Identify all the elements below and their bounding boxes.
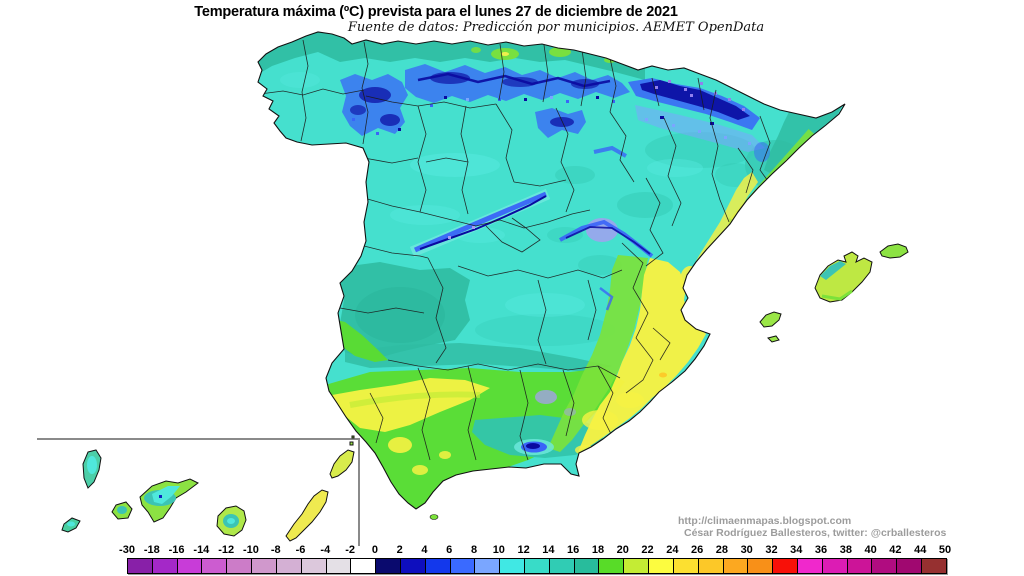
legend-tick: -2 — [345, 544, 355, 556]
attribution-author: César Rodríguez Ballesteros, twitter: @c… — [684, 527, 947, 539]
map-subtitle: Fuente de datos: Predicción por municipi… — [347, 20, 765, 35]
peninsula-coastline — [257, 31, 846, 510]
legend-cell — [275, 559, 301, 573]
legend-tick: 32 — [765, 544, 778, 556]
legend-cell — [648, 559, 673, 573]
balearic-islands — [759, 243, 909, 343]
legend-cell — [921, 559, 946, 573]
legend-tick: 12 — [517, 544, 530, 556]
legend-cell — [375, 559, 400, 573]
legend-tick: 0 — [371, 544, 378, 556]
legend-tick: 34 — [790, 544, 803, 556]
legend-tick: -14 — [193, 544, 210, 556]
legend-tick: -18 — [143, 544, 160, 556]
attribution: http://climaenmapas.blogspot.com César R… — [678, 515, 946, 539]
legend-tick: 50 — [938, 544, 952, 556]
legend-tick-labels: -30 -18 -16 -14 -12 -10 -8 -6 -4 -2 0 2 4 6 8 10 12 14 16 1… — [119, 544, 951, 556]
legend-cell — [449, 559, 475, 573]
legend-cell — [325, 559, 351, 573]
legend-cell — [524, 559, 549, 573]
legend-cell — [300, 559, 326, 573]
legend-cell — [846, 559, 872, 573]
legend-cell — [623, 559, 649, 573]
legend-tick: 38 — [839, 544, 852, 556]
legend-tick: -10 — [242, 544, 259, 556]
legend-tick: 26 — [690, 544, 704, 556]
legend-tick: 10 — [492, 544, 505, 556]
legend-cell — [772, 559, 797, 573]
legend-tick: 22 — [641, 544, 654, 556]
legend-tick: -6 — [295, 544, 306, 556]
legend-tick: 40 — [864, 544, 877, 556]
legend-cell — [697, 559, 723, 573]
legend-tick: -4 — [320, 544, 331, 556]
legend-tick: 4 — [421, 544, 428, 556]
legend-cell — [573, 559, 599, 573]
legend-tick: -12 — [218, 544, 235, 556]
legend-tick: -30 — [119, 544, 135, 556]
legend-colorbar — [127, 558, 947, 574]
legend-cell — [747, 559, 773, 573]
legend-cell — [672, 559, 698, 573]
legend-cell — [474, 559, 500, 573]
legend-cell — [399, 559, 425, 573]
legend-tick: 8 — [470, 544, 478, 556]
legend-cell — [871, 559, 897, 573]
lanzarote — [329, 449, 355, 479]
legend-tick: 30 — [740, 544, 753, 556]
legend-tick: 36 — [814, 544, 828, 556]
la-graciosa — [349, 441, 354, 446]
legend-cell — [226, 559, 252, 573]
legend-cell — [598, 559, 624, 573]
legend-cell — [548, 559, 574, 573]
legend-tick: 2 — [396, 544, 403, 556]
legend-tick: -8 — [270, 544, 281, 556]
legend-cell — [896, 559, 921, 573]
legend-cell — [350, 559, 376, 573]
ceuta — [429, 514, 439, 520]
province-borders — [259, 39, 774, 461]
legend-cell — [128, 559, 152, 573]
formentera — [767, 335, 780, 343]
legend-cell — [499, 559, 524, 573]
legend-cell — [176, 559, 202, 573]
mountain-cold-zones — [340, 64, 770, 455]
ibiza — [759, 311, 782, 328]
legend-tick: 24 — [666, 544, 679, 556]
fuerteventura — [285, 489, 329, 542]
legend-cell — [796, 559, 822, 573]
map-title: Temperatura máxima (ºC) prevista para el… — [194, 4, 678, 20]
legend-tick: 28 — [715, 544, 729, 556]
legend-cell — [251, 559, 276, 573]
legend-cell — [821, 559, 847, 573]
menorca — [879, 243, 909, 259]
legend-tick: 6 — [446, 544, 453, 556]
legend-tick: 44 — [914, 544, 927, 556]
legend-tick: -16 — [168, 544, 185, 556]
canary-islands-inset — [37, 435, 360, 546]
legend-tick: 18 — [591, 544, 605, 556]
legend-cell — [201, 559, 227, 573]
legend-tick: 14 — [542, 544, 555, 556]
legend-cell — [722, 559, 748, 573]
attribution-url: http://climaenmapas.blogspot.com — [678, 515, 852, 527]
legend-tick: 16 — [567, 544, 580, 556]
inset-border — [37, 438, 360, 546]
legend-tick: 20 — [616, 544, 629, 556]
legend-tick: 42 — [889, 544, 902, 556]
legend-cell — [151, 559, 177, 573]
legend-cell — [424, 559, 450, 573]
